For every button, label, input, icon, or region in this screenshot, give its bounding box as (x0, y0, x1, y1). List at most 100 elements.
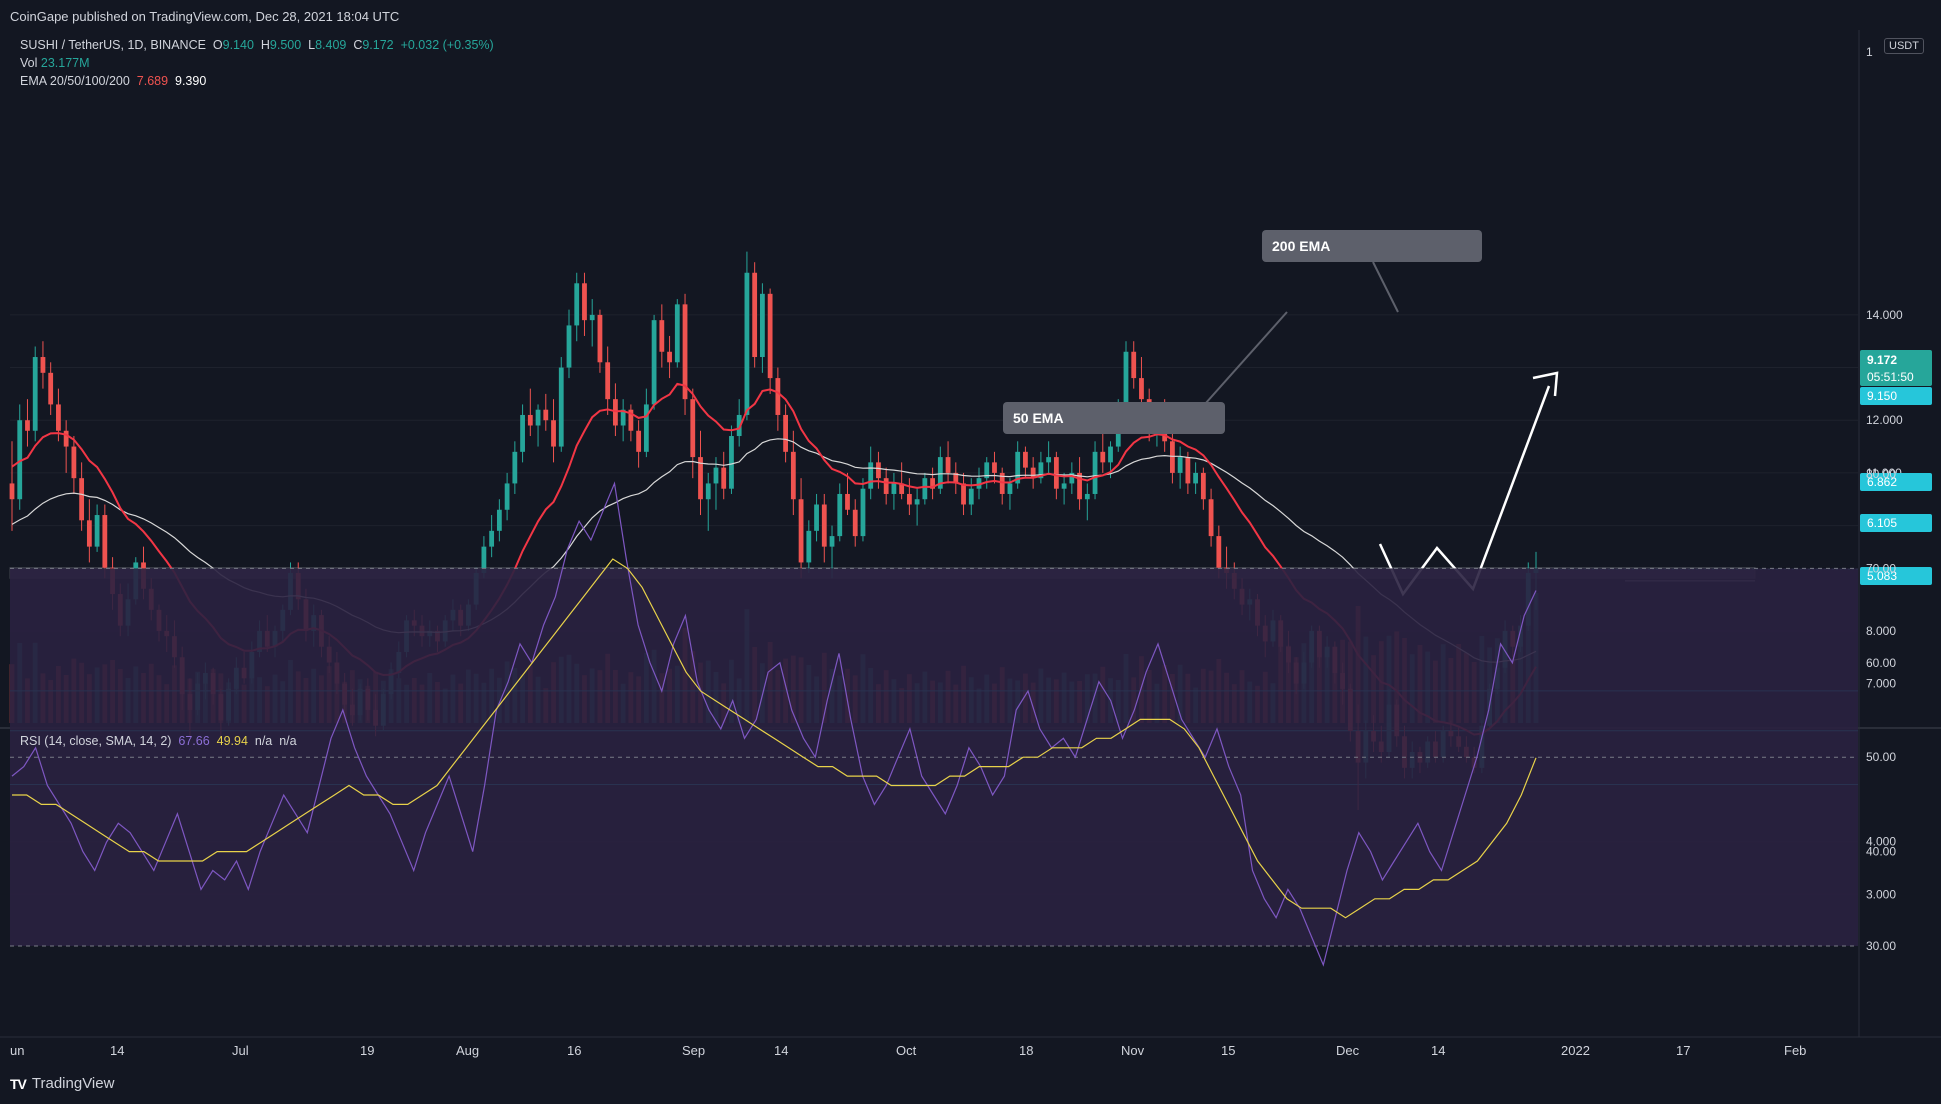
time-tick-label: Oct (896, 1043, 917, 1058)
candle-body (829, 536, 835, 547)
candle-body (1038, 462, 1044, 479)
rsi-value: 67.66 (178, 734, 210, 748)
candle-body (659, 320, 665, 352)
price-axis: 14.00013.00012.00011.00010.0008.0004.000… (1860, 45, 1932, 901)
candle-body (798, 499, 804, 563)
candle-body (682, 304, 688, 400)
time-tick-label: 14 (1431, 1043, 1445, 1058)
price-tick-label-top: 1 (1866, 45, 1873, 59)
time-tick-label: Jul (232, 1043, 249, 1058)
candle-body (698, 457, 703, 500)
candle-body (628, 409, 634, 431)
time-tick-label: 14 (110, 1043, 124, 1058)
rsi-ma-line (12, 558, 1537, 919)
candle-body (736, 414, 742, 437)
price-label-zone-box (1860, 387, 1932, 405)
candle-body (1185, 457, 1191, 484)
time-axis: un 14 Jul 19 Aug 16 Sep 14 Oct 18 Nov 15 Dec 14 2022 17… (10, 1043, 1806, 1058)
currency-badge[interactable]: USDT (1884, 38, 1924, 54)
candle-body (767, 293, 773, 379)
candle-body (899, 483, 905, 494)
candle-body (930, 478, 935, 489)
time-tick-label: Sep (682, 1043, 705, 1058)
rsi-tick-label: 80.00 (1866, 467, 1896, 481)
candle-body (1208, 499, 1214, 537)
rsi-axis: 80.00 70.00 60.00 50.00 40.00 30.00 (1866, 467, 1896, 953)
symbol-legend: SUSHI / TetherUS, 1D, BINANCE O9.140 H9.… (20, 38, 494, 52)
annotation-50-ema: 50 EMA (1003, 402, 1225, 434)
candle-body (953, 472, 959, 484)
candle-body (914, 499, 920, 505)
candle-body (783, 414, 789, 452)
candle-body (48, 372, 54, 405)
tradingview-brand[interactable]: TV TradingView (10, 1075, 114, 1092)
candle-body (713, 467, 719, 484)
publisher-caption: CoinGape published on TradingView.com, D… (10, 9, 400, 24)
time-tick-label: 2022 (1561, 1043, 1590, 1058)
price-label-support-3: 5.083 (1867, 569, 1897, 583)
candle-body (1092, 451, 1098, 494)
candle-body (605, 362, 611, 400)
candle-body (56, 404, 61, 431)
candle-body (40, 357, 46, 373)
candle-body (481, 546, 487, 573)
candle-body (968, 488, 974, 505)
candle-body (589, 314, 595, 321)
volume-legend: Vol 23.177M (20, 56, 90, 70)
candle-body (1007, 483, 1013, 494)
price-label-zone: 9.150 (1867, 389, 1897, 403)
candle-body (1015, 451, 1021, 484)
candle-body (759, 293, 765, 358)
candle-body (674, 304, 680, 363)
candle-body (729, 436, 734, 489)
candle-body (1108, 446, 1113, 463)
candle-body (752, 272, 758, 358)
candle-body (1046, 457, 1052, 463)
annotation-200-ema: 200 EMA (1262, 230, 1482, 262)
candle-body (94, 515, 100, 547)
candle-body (543, 409, 549, 421)
ema-value-2: 9.390 (175, 74, 207, 88)
candle-body (613, 399, 618, 426)
candle-body (79, 478, 85, 521)
high-value: 9.500 (269, 38, 302, 52)
candle-body (705, 483, 711, 500)
candle-body (906, 493, 912, 505)
candle-body (527, 414, 533, 426)
price-label-support-1: 6.862 (1867, 475, 1897, 489)
candle-body (837, 493, 843, 537)
candle-body (17, 420, 23, 500)
candle-body (1193, 472, 1199, 484)
candle-body (775, 378, 781, 415)
candle-body (551, 420, 556, 447)
candle-body (582, 283, 587, 321)
candle-body (636, 430, 642, 452)
time-tick-label: Aug (456, 1043, 479, 1058)
candle-body (1061, 483, 1067, 489)
candle-body (574, 283, 580, 326)
candle-body (984, 462, 990, 479)
ema-legend: EMA 20/50/100/200 7.689 9.390 (20, 74, 207, 88)
candle-body (961, 483, 966, 505)
last-price-box (1860, 350, 1932, 386)
change-value: +0.032 (+0.35%) (400, 38, 494, 52)
candle-body (937, 457, 943, 489)
candle-body (1053, 457, 1059, 489)
candle-body (1170, 441, 1175, 473)
candle-body (9, 483, 15, 500)
price-tick-label: 14.000 (1866, 308, 1903, 322)
volume-value: 23.177M (40, 56, 90, 70)
candle-body (1023, 451, 1028, 468)
candle-body (1069, 472, 1075, 484)
candle-body (535, 409, 541, 426)
time-tick-label: 16 (567, 1043, 581, 1058)
candle-body (945, 457, 951, 473)
time-tick-label: 17 (1676, 1043, 1690, 1058)
candle-body (860, 488, 866, 537)
candle-body (868, 462, 874, 489)
candle-body (667, 351, 672, 363)
candle-body (814, 504, 819, 531)
candle-body (852, 509, 858, 537)
candle-body (489, 530, 495, 547)
